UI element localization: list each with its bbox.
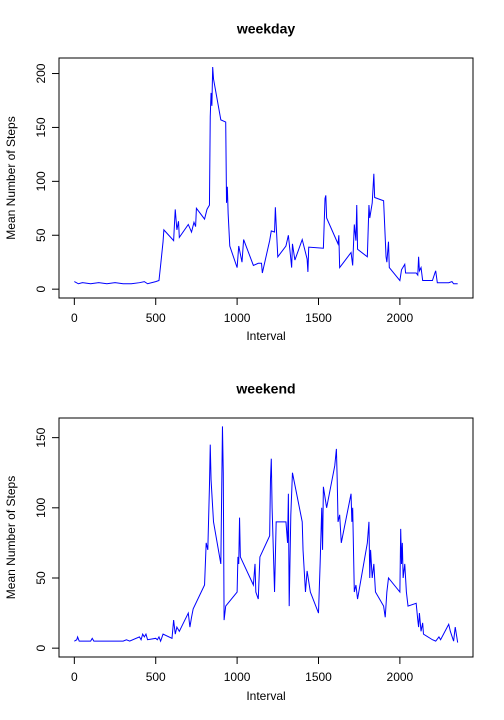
y-tick-label: 50 bbox=[34, 228, 48, 242]
x-tick-label: 1500 bbox=[305, 670, 332, 684]
x-tick-label: 2000 bbox=[387, 311, 414, 325]
chart-title: weekend bbox=[235, 381, 295, 397]
x-tick-label: 1500 bbox=[305, 311, 332, 325]
y-tick-label: 150 bbox=[34, 427, 48, 447]
y-axis-label: Mean Number of Steps bbox=[4, 476, 18, 599]
y-tick-label: 0 bbox=[34, 645, 48, 652]
x-tick-label: 2000 bbox=[387, 670, 414, 684]
data-line bbox=[74, 426, 459, 643]
x-tick-label: 500 bbox=[146, 311, 166, 325]
y-tick-label: 150 bbox=[34, 117, 48, 137]
y-tick-label: 100 bbox=[34, 497, 48, 517]
y-tick-label: 100 bbox=[34, 171, 48, 191]
y-tick-label: 200 bbox=[34, 63, 48, 83]
x-axis-label: Interval bbox=[246, 689, 285, 703]
data-line bbox=[74, 67, 458, 285]
x-tick-label: 0 bbox=[71, 311, 78, 325]
x-tick-label: 0 bbox=[71, 670, 78, 684]
chart-title: weekday bbox=[236, 21, 296, 37]
plot-box bbox=[58, 417, 474, 658]
x-tick-label: 500 bbox=[146, 670, 166, 684]
x-tick-label: 1000 bbox=[224, 311, 251, 325]
plot-box bbox=[58, 57, 474, 299]
x-tick-label: 1000 bbox=[224, 670, 251, 684]
y-tick-label: 50 bbox=[34, 571, 48, 585]
y-axis-label: Mean Number of Steps bbox=[4, 116, 18, 239]
y-tick-label: 0 bbox=[34, 286, 48, 293]
x-axis-label: Interval bbox=[246, 329, 285, 343]
